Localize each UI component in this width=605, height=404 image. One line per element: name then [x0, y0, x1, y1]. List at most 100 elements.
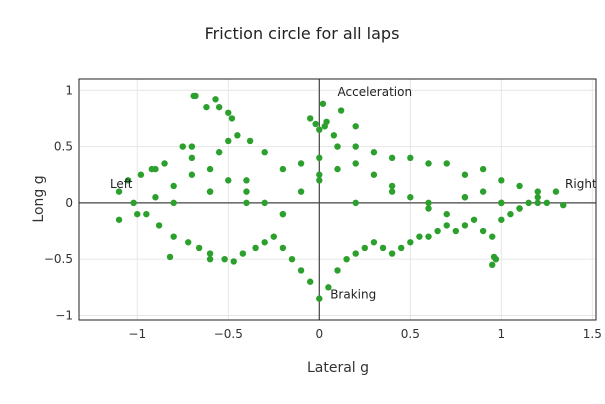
scatter-points [115, 92, 567, 302]
data-point [325, 284, 332, 291]
data-point [370, 171, 378, 178]
data-point [319, 100, 327, 107]
data-point [416, 233, 423, 240]
data-point [188, 154, 196, 162]
y-tick-label: −0.5 [44, 252, 73, 266]
data-point [388, 250, 396, 257]
data-point [352, 199, 359, 207]
data-point [246, 137, 254, 145]
data-point [312, 120, 319, 128]
data-point [443, 222, 450, 229]
data-point [306, 115, 314, 122]
y-tick-labels: −1 −0.5 0 0.5 1 [44, 83, 73, 322]
data-point [425, 199, 432, 207]
data-point [560, 201, 567, 209]
x-tick-labels: −1 −0.5 0 0.5 1 1.5 [128, 327, 602, 341]
y-axis-title: Long g [31, 175, 47, 222]
data-point [195, 244, 203, 252]
data-point [343, 255, 350, 263]
data-point [188, 143, 196, 150]
data-point [124, 177, 132, 184]
data-point [479, 165, 487, 173]
data-point [534, 199, 541, 207]
data-point [288, 255, 296, 263]
data-point [352, 143, 359, 150]
data-point [388, 188, 396, 195]
data-point [334, 165, 341, 173]
y-tick-label: 0.5 [54, 140, 73, 154]
data-point [166, 253, 174, 261]
data-point [185, 239, 192, 246]
plot-frame [78, 78, 597, 321]
data-point [516, 205, 523, 212]
data-point [206, 188, 214, 195]
data-point [215, 103, 223, 111]
x-tick-label: 0.5 [401, 327, 420, 341]
x-tick-label: −0.5 [214, 327, 243, 341]
data-point [206, 255, 214, 263]
data-point [261, 149, 268, 156]
annotation-label: Left [110, 177, 133, 191]
data-point [234, 132, 241, 139]
data-point [152, 194, 159, 201]
data-point [489, 261, 496, 269]
data-point [134, 210, 141, 218]
data-point [379, 244, 387, 252]
chart-title: Friction circle for all laps [205, 24, 400, 43]
data-point [334, 267, 341, 274]
data-point [425, 205, 432, 212]
data-point [479, 188, 487, 195]
data-point [215, 149, 223, 156]
data-point [279, 244, 287, 252]
data-point [243, 177, 250, 184]
data-point [461, 171, 469, 178]
zero-lines [79, 79, 596, 320]
data-point [230, 258, 237, 265]
data-point [225, 177, 232, 184]
data-point [498, 216, 505, 223]
data-point [297, 267, 305, 274]
data-point [270, 233, 277, 240]
x-axis-title: Lateral g [307, 360, 369, 376]
data-point [470, 216, 478, 223]
data-point [239, 250, 247, 257]
data-point [352, 250, 359, 257]
data-point [206, 165, 214, 173]
data-point [306, 278, 314, 285]
x-tick-label: −1 [128, 327, 146, 341]
data-point [498, 177, 505, 184]
data-point [425, 160, 432, 167]
data-point [188, 171, 196, 178]
data-point [316, 295, 323, 302]
data-point [534, 188, 541, 195]
data-point [228, 115, 236, 122]
data-point [321, 123, 328, 130]
data-point [461, 194, 469, 201]
data-point [316, 126, 323, 133]
data-point [243, 188, 250, 195]
data-point [552, 188, 560, 195]
annotations: Acceleration Braking Left Right [110, 85, 597, 302]
data-point [225, 109, 232, 116]
data-point [525, 199, 532, 207]
data-point [330, 132, 338, 139]
data-point [388, 154, 396, 162]
data-point [170, 199, 177, 207]
data-point [279, 165, 287, 173]
y-tick-label: 1 [65, 83, 73, 97]
annotation-label: Acceleration [338, 85, 413, 99]
x-tick-label: 1 [498, 327, 506, 341]
data-point [490, 253, 498, 261]
data-point [252, 244, 259, 252]
data-point [137, 171, 145, 178]
data-point [352, 160, 359, 167]
x-tick-label: 1.5 [583, 327, 602, 341]
data-point [534, 194, 541, 201]
data-point [461, 222, 469, 229]
data-point [221, 255, 228, 263]
data-point [170, 182, 177, 190]
annotation-label: Right [565, 177, 597, 191]
data-point [434, 227, 441, 235]
